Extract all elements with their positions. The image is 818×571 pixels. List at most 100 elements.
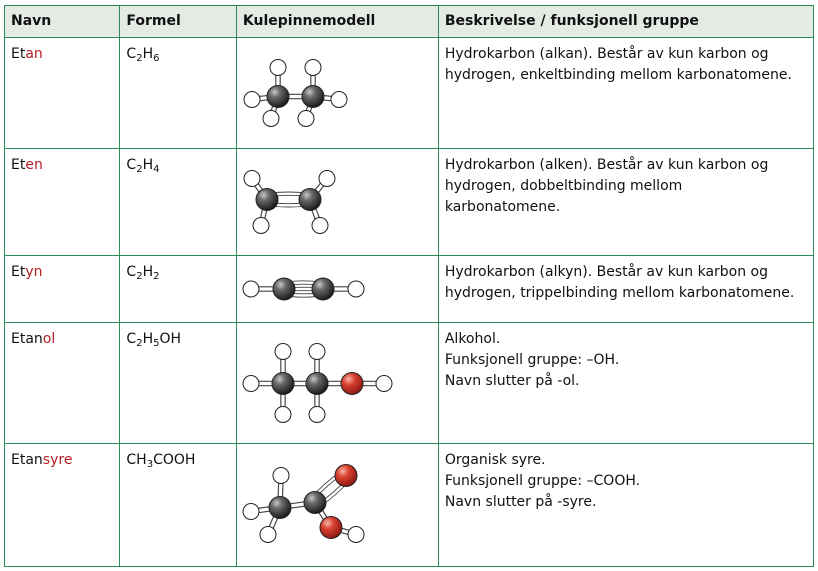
table-row: Etanol C2H5OH Alkohol. Funksjonell gruppe: …	[3, 322, 815, 444]
carbon-atom	[271, 372, 295, 395]
ethanol-model	[242, 343, 393, 423]
formula-part: H	[142, 264, 154, 280]
carbon-atom	[298, 188, 322, 211]
description-line: Navn slutter på -syre.	[444, 494, 597, 510]
molecule-name: Etansyre	[3, 443, 121, 567]
molecule-name: Etyn	[3, 255, 121, 323]
hydrogen-atom	[242, 375, 260, 392]
formula-part: H	[142, 331, 154, 347]
acetic-acid-model	[242, 464, 365, 543]
formula-part: C	[126, 264, 137, 280]
name-suffix: an	[25, 46, 43, 62]
hydrogen-atom	[262, 110, 280, 127]
hydrogen-atom	[347, 280, 365, 298]
molecule-formula: C2H6	[119, 37, 237, 149]
ethyne-model	[242, 277, 365, 301]
formula-part: C	[126, 157, 137, 173]
name-stem: Et	[11, 46, 26, 62]
hydrogen-atom	[274, 343, 292, 360]
hydrogen-atom	[375, 375, 393, 392]
hydrogen-atom	[274, 406, 292, 423]
hydrogen-atom	[297, 110, 315, 127]
hydrogen-atom	[243, 170, 261, 187]
carbon-atom	[272, 277, 296, 301]
hydrogen-atom	[272, 467, 290, 484]
description-line: Hydrokarbon (alkyn). Består av kun karbo…	[444, 264, 769, 280]
hydrogen-atom	[308, 343, 326, 360]
carbon-atom	[255, 188, 279, 211]
hydrogen-atom	[308, 406, 326, 423]
ball-and-stick-model	[235, 37, 439, 149]
description-line: hydrogen, trippelbinding mellom karbonat…	[444, 285, 795, 301]
name-suffix: syre	[42, 452, 73, 468]
carbon-atom	[311, 277, 335, 301]
description-line: Hydrokarbon (alken). Består av kun karbo…	[444, 157, 769, 173]
description-line: Funksjonell gruppe: –OH.	[444, 352, 620, 368]
hydrogen-atom	[269, 59, 287, 76]
hydrogen-atom	[347, 526, 365, 543]
description-line: hydrogen, dobbeltbinding mellom	[444, 178, 683, 194]
molecule-name: Eten	[3, 148, 121, 256]
hydrogen-atom	[242, 503, 260, 520]
molecule-description: Hydrokarbon (alkan). Består av kun karbo…	[437, 37, 815, 149]
formula-subscript: 3	[146, 459, 154, 470]
oxygen-atom	[334, 464, 358, 487]
formula-part: H	[142, 46, 154, 62]
table-row: Etansyre CH3COOH Organisk syre. Funksjonell…	[3, 443, 815, 567]
formula-part: C	[126, 331, 137, 347]
name-stem: Etan	[11, 331, 43, 347]
name-suffix: en	[25, 157, 43, 173]
hydrogen-atom	[330, 91, 348, 108]
molecule-formula: C2H2	[119, 255, 237, 323]
hydrogen-atom	[318, 170, 336, 187]
table-row: Eten C2H4 Hydrokarbon (alken). Består av k…	[3, 148, 815, 256]
molecule-description: Hydrokarbon (alken). Består av kun karbo…	[437, 148, 815, 256]
formula-subscript: 2	[136, 53, 143, 64]
table-row: Etyn C2H2 Hydrokarbon (alkyn). Består av k…	[3, 255, 815, 323]
header-name: Navn	[3, 5, 121, 38]
description-line: Funksjonell gruppe: –COOH.	[444, 473, 641, 489]
header-description: Beskrivelse / funksjonell gruppe	[437, 5, 815, 38]
table-row: Etan C2H6 Hydrokarbon (alkan). Består av k…	[3, 37, 815, 149]
formula-part: CH	[126, 452, 147, 468]
oxygen-atom	[319, 516, 343, 539]
molecule-formula: C2H5OH	[119, 322, 237, 444]
description-line: Alkohol.	[444, 331, 501, 347]
hydrogen-atom	[259, 526, 277, 543]
header-formula: Formel	[119, 5, 237, 38]
formula-part: OH	[159, 331, 182, 347]
formula-subscript: 2	[136, 164, 143, 175]
hydrogen-atom	[242, 280, 260, 298]
ethene-model	[243, 170, 336, 234]
description-line: karbonatomene.	[444, 199, 561, 215]
carbon-atom	[301, 85, 325, 108]
ball-and-stick-model	[235, 322, 439, 444]
name-suffix: ol	[42, 331, 56, 347]
molecule-name: Etanol	[3, 322, 121, 444]
formula-subscript: 2	[136, 271, 143, 282]
ball-and-stick-model	[235, 148, 439, 256]
carbon-atom	[268, 496, 292, 519]
hydrogen-atom	[243, 91, 261, 108]
formula-subscript: 6	[153, 53, 160, 64]
header-model: Kulepinnemodell	[235, 5, 439, 38]
molecule-description: Hydrokarbon (alkyn). Består av kun karbo…	[437, 255, 815, 323]
carbon-atom	[266, 85, 290, 108]
header-row: Navn Formel Kulepinnemodell Beskrivelse …	[3, 5, 815, 38]
name-stem: Et	[11, 157, 26, 173]
formula-part: H	[142, 157, 154, 173]
description-line: Hydrokarbon (alkan). Består av kun karbo…	[444, 46, 769, 62]
carbon-atom	[303, 491, 327, 514]
name-suffix: yn	[25, 264, 43, 280]
hydrogen-atom	[252, 217, 270, 234]
molecule-table: Navn Formel Kulepinnemodell Beskrivelse …	[3, 5, 815, 567]
ethane-model	[243, 59, 348, 127]
molecule-name: Etan	[3, 37, 121, 149]
formula-part: C	[126, 46, 137, 62]
name-stem: Etan	[11, 452, 43, 468]
molecule-description: Organisk syre. Funksjonell gruppe: –COOH.…	[437, 443, 815, 567]
oxygen-atom	[340, 372, 364, 395]
molecule-description: Alkohol. Funksjonell gruppe: –OH. Navn slu…	[437, 322, 815, 444]
carbon-atom	[305, 372, 329, 395]
formula-subscript: 2	[153, 271, 160, 282]
